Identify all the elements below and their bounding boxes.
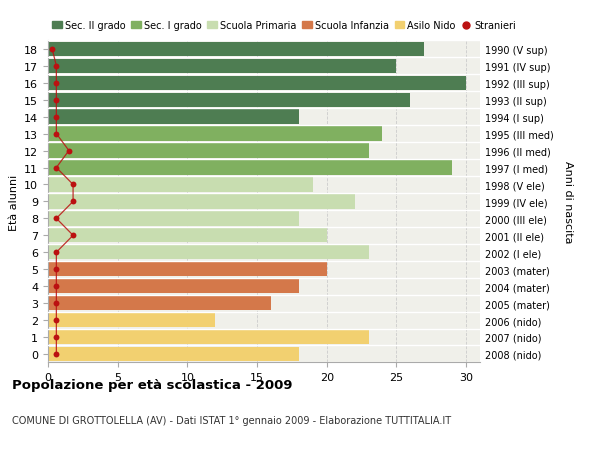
Point bbox=[47, 46, 57, 53]
Bar bbox=[48, 313, 215, 328]
Point bbox=[52, 351, 61, 358]
Point bbox=[52, 249, 61, 257]
Bar bbox=[48, 330, 368, 344]
Point bbox=[52, 266, 61, 273]
Point bbox=[52, 334, 61, 341]
Point bbox=[52, 63, 61, 70]
Bar bbox=[48, 161, 452, 175]
Point bbox=[64, 147, 74, 155]
Bar bbox=[48, 178, 313, 192]
Bar bbox=[48, 144, 368, 158]
Point bbox=[52, 283, 61, 290]
Point bbox=[68, 181, 78, 189]
Bar bbox=[48, 43, 424, 57]
Bar bbox=[48, 60, 397, 74]
Point bbox=[68, 232, 78, 240]
Bar bbox=[48, 212, 299, 226]
Point bbox=[52, 131, 61, 138]
Point bbox=[52, 215, 61, 223]
Point bbox=[52, 97, 61, 104]
Bar bbox=[48, 347, 299, 361]
Point bbox=[52, 164, 61, 172]
Bar bbox=[48, 296, 271, 311]
Text: Popolazione per età scolastica - 2009: Popolazione per età scolastica - 2009 bbox=[12, 379, 293, 392]
Bar bbox=[48, 229, 327, 243]
Legend: Sec. II grado, Sec. I grado, Scuola Primaria, Scuola Infanzia, Asilo Nido, Stran: Sec. II grado, Sec. I grado, Scuola Prim… bbox=[48, 17, 520, 35]
Point bbox=[52, 114, 61, 121]
Point bbox=[52, 317, 61, 324]
Bar bbox=[48, 110, 299, 124]
Point bbox=[52, 300, 61, 307]
Bar bbox=[48, 76, 466, 91]
Bar bbox=[48, 246, 368, 260]
Y-axis label: Anni di nascita: Anni di nascita bbox=[563, 161, 573, 243]
Text: COMUNE DI GROTTOLELLA (AV) - Dati ISTAT 1° gennaio 2009 - Elaborazione TUTTITALI: COMUNE DI GROTTOLELLA (AV) - Dati ISTAT … bbox=[12, 415, 451, 425]
Bar bbox=[48, 195, 355, 209]
Bar bbox=[48, 93, 410, 108]
Bar bbox=[48, 263, 327, 277]
Y-axis label: Età alunni: Età alunni bbox=[8, 174, 19, 230]
Bar bbox=[48, 127, 382, 141]
Bar bbox=[48, 280, 299, 294]
Point bbox=[52, 80, 61, 87]
Point bbox=[68, 198, 78, 206]
